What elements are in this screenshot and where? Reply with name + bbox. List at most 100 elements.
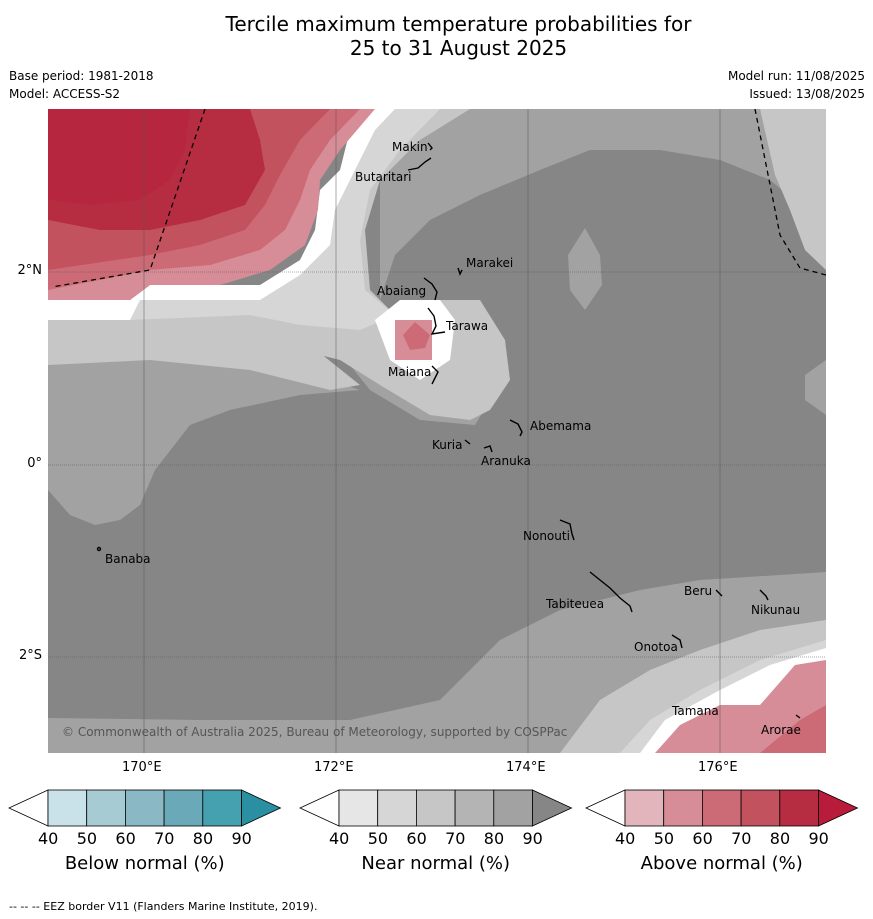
lon-tick-label: 176°E: [698, 760, 738, 775]
island-label-makin: Makin: [392, 140, 428, 154]
below-40-gap: [48, 109, 395, 320]
title-line-1: Tercile maximum temperature probabilitie…: [225, 12, 692, 36]
colorbar-tick-label: 40: [615, 829, 636, 848]
colorbar-extend-high: [818, 789, 859, 827]
colorbar-tick-label: 90: [808, 829, 829, 848]
island-label-arorae: Arorae: [761, 723, 801, 737]
lon-tick-label: 172°E: [314, 760, 354, 775]
colorbar-segment: [163, 789, 204, 827]
island-label-nikunau: Nikunau: [751, 603, 800, 617]
near-normal-80-band-banaba: [48, 355, 360, 525]
island-label-nonouti: Nonouti: [523, 529, 570, 543]
colorbar-tick-label: 80: [483, 829, 505, 848]
island-label-abaiang: Abaiang: [377, 284, 426, 298]
colorbar-tick-label: 90: [231, 829, 252, 848]
near-normal-80-band-north: [380, 109, 826, 415]
colorbar-segment: [624, 789, 665, 827]
colorbar-segment: [377, 789, 417, 827]
colorbar-segment: [86, 789, 126, 827]
colorbar-tick-label: 70: [731, 829, 752, 848]
eez-border-west: [51, 109, 206, 288]
probability-field: Makin Butaritari Marakei Abaiang Tarawa Maian…: [48, 109, 826, 753]
above-normal-60-south: [760, 705, 826, 753]
colorbar-extend-high: [241, 789, 282, 827]
island-label-tamana: Tamana: [671, 704, 719, 718]
lat-tick-label: 2°S: [18, 648, 42, 663]
colorbar-segment: [702, 789, 742, 827]
island-label-tabiteuea: Tabiteuea: [545, 597, 604, 611]
model-run: Model run: 11/08/2025: [727, 69, 865, 83]
lon-tick-label: 174°E: [506, 760, 546, 775]
lat-tick-label: 2°N: [17, 263, 43, 278]
near-normal-70-northeast: [760, 109, 826, 270]
island-label-tarawa: Tarawa: [445, 319, 488, 333]
island-label-marakei: Marakei: [466, 256, 513, 270]
island-outlines: [96, 142, 801, 719]
graticule: [48, 109, 826, 753]
colorbar-tick-label: 70: [154, 829, 175, 848]
island-label-beru: Beru: [684, 584, 712, 598]
colorbar-segment: [663, 789, 703, 827]
copyright-notice: © Commonwealth of Australia 2025, Bureau…: [62, 725, 567, 739]
colorbar-tick-label: 60: [406, 829, 427, 848]
island-label-banaba: Banaba: [105, 552, 151, 566]
colorbar-tick-label: 50: [653, 829, 675, 848]
island-labels: Makin Butaritari Marakei Abaiang Tarawa Maian…: [105, 140, 801, 737]
colorbar-extend-low: [585, 789, 626, 827]
lat-tick-label: 0°: [27, 456, 42, 471]
colorbar-segment: [454, 789, 495, 827]
colorbar-tick-label: 60: [692, 829, 713, 848]
colorbar-0: [8, 789, 282, 827]
metadata-left: Base period: 1981-2018 Model: ACCESS-S2: [9, 67, 154, 103]
above-normal-80-region: [48, 109, 265, 230]
colorbar-tick-label: 60: [115, 829, 136, 848]
colorbar-tick-label: 50: [76, 829, 98, 848]
colorbar-tick-label: 70: [445, 829, 466, 848]
title-line-2: 25 to 31 August 2025: [349, 36, 568, 60]
colorbar-tick-label: 40: [38, 829, 59, 848]
colorbar-segment: [202, 789, 242, 827]
above-normal-50-south: [655, 660, 826, 753]
colorbar-tick-label: 50: [367, 829, 389, 848]
colorbar-tick-label: 80: [192, 829, 214, 848]
near-normal-80-patch: [568, 228, 602, 310]
near-normal-70-band-west: [48, 330, 360, 390]
island-label-butaritari: Butaritari: [355, 170, 412, 184]
colorbar-segment: [125, 789, 165, 827]
island-label-aranuka: Aranuka: [481, 454, 531, 468]
colorbar-segment: [338, 789, 379, 827]
lon-tick-label: 170°E: [122, 760, 162, 775]
colorbar-segment: [47, 789, 88, 827]
colorbar-title: Near normal (%): [361, 853, 511, 874]
colorbar-tick-label: 40: [329, 829, 350, 848]
metadata-right: Model run: 11/08/2025 Issued: 13/08/2025: [728, 67, 865, 103]
colorbars: [8, 789, 859, 827]
colorbar-segment: [779, 789, 819, 827]
colorbar-1: [299, 789, 573, 827]
colorbar-extend-low: [8, 789, 49, 827]
near-normal-60-band: [130, 109, 440, 330]
map-title: Tercile maximum temperature probabilitie…: [0, 12, 873, 60]
eez-footnote: -- -- -- EEZ border V11 (Flanders Marine…: [9, 900, 318, 913]
colorbar-segment: [415, 789, 456, 827]
issued-date: Issued: 13/08/2025: [749, 87, 865, 101]
island-label-kuria: Kuria: [432, 438, 463, 452]
colorbar-extend-high: [532, 789, 573, 827]
above-normal-90-shade: [48, 109, 190, 205]
island-label-maiana: Maiana: [388, 365, 431, 379]
colorbar-segment: [493, 789, 533, 827]
colorbar-title: Above normal (%): [640, 853, 803, 874]
colorbar-title: Below normal (%): [64, 853, 225, 874]
colorbar-segment: [740, 789, 781, 827]
island-label-onotoa: Onotoa: [634, 640, 678, 654]
base-period: Base period: 1981-2018: [9, 69, 154, 83]
tarawa-above-60: [403, 322, 430, 350]
model-name: Model: ACCESS-S2: [9, 87, 121, 101]
colorbar-tick-label: 90: [522, 829, 543, 848]
island-label-abemama: Abemama: [530, 419, 591, 433]
colorbar-2: [585, 789, 859, 827]
colorbar-tick-label: 80: [769, 829, 791, 848]
eez-border-east: [754, 109, 826, 276]
colorbar-extend-low: [299, 789, 340, 827]
